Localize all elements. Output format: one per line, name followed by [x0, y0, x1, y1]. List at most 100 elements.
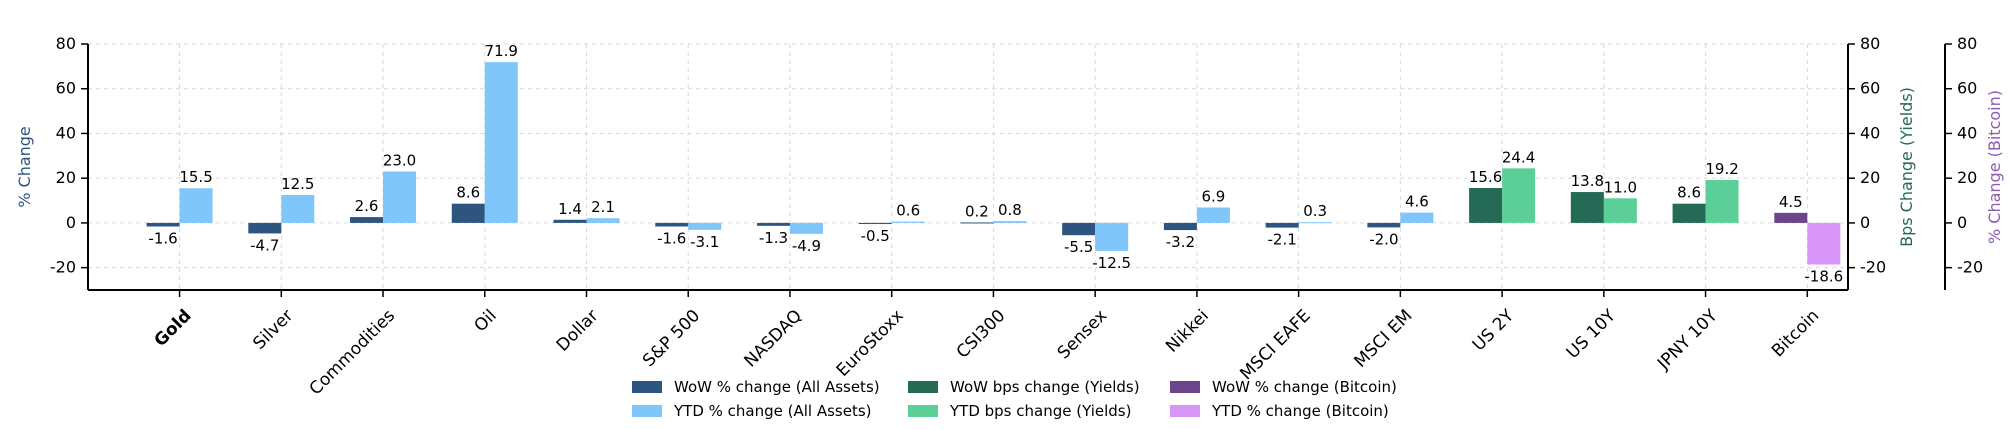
category-label: JPNY 10Y	[1653, 305, 1722, 374]
left-tick-label: 40	[56, 123, 76, 142]
legend-label: YTD % change (Bitcoin)	[1211, 402, 1389, 420]
bar	[858, 222, 892, 225]
bar	[1570, 192, 1604, 223]
right-tick-label-yields: 80	[1860, 34, 1880, 53]
category-label: Nikkei	[1162, 306, 1213, 357]
legend-label: WoW % change (Bitcoin)	[1212, 378, 1397, 396]
right-tick-label-bitcoin: 80	[1957, 34, 1977, 53]
y-axis-label-bitcoin: % Change (Bitcoin)	[1985, 90, 2004, 244]
data-label: 8.6	[1677, 184, 1701, 202]
bar	[1367, 222, 1401, 228]
bar	[1807, 222, 1841, 265]
bar	[1705, 179, 1739, 223]
right-tick-label-yields: 40	[1860, 123, 1880, 142]
bar	[688, 222, 722, 230]
bar	[655, 222, 689, 227]
category-label: MSCI EM	[1351, 306, 1417, 372]
data-label: -1.6	[657, 229, 686, 247]
category-label: Sensex	[1054, 306, 1111, 363]
bar	[350, 217, 384, 223]
right-tick-label-yields: 0	[1860, 213, 1870, 232]
y-axis-label-yields: Bps Change (Yields)	[1897, 87, 1916, 247]
category-label: US 2Y	[1469, 305, 1519, 355]
data-label: -3.2	[1166, 233, 1195, 251]
legend-label: WoW % change (All Assets)	[674, 378, 880, 396]
data-label: -4.9	[792, 237, 821, 255]
category-label: Oil	[470, 306, 500, 336]
bar	[993, 221, 1027, 223]
bar	[484, 62, 518, 223]
bar-labels: -1.6 -4.7 2.6 8.6 1.4 -1.6 -1.3 -0.5 0.2 -5.5 -3.2…	[148, 42, 1843, 285]
right-tick-label-yields: -20	[1860, 258, 1886, 277]
category-label: MSCI EAFE	[1236, 306, 1314, 384]
data-label: -3.1	[690, 233, 719, 251]
bar	[891, 221, 925, 223]
data-label: 2.1	[591, 198, 615, 216]
bar	[179, 188, 213, 223]
data-label: 1.4	[558, 200, 582, 218]
bar	[756, 222, 790, 226]
right-tick-label-yields: 60	[1860, 79, 1880, 98]
data-label: 24.4	[1502, 148, 1535, 166]
bar	[451, 203, 485, 223]
category-label: NASDAQ	[740, 306, 806, 372]
category-label: Dollar	[553, 306, 603, 356]
right-tick-label-bitcoin: 60	[1957, 79, 1977, 98]
right-tick-label-bitcoin: -20	[1957, 258, 1983, 277]
left-tick-label: 60	[56, 79, 76, 98]
left-tick-label: 80	[56, 34, 76, 53]
legend-swatch	[632, 381, 662, 393]
data-label: -0.5	[861, 227, 890, 245]
right-tick-label-bitcoin: 20	[1957, 168, 1977, 187]
bar	[1062, 222, 1096, 236]
data-label: 8.6	[456, 184, 480, 202]
data-label: 11.0	[1604, 178, 1637, 196]
grid	[88, 43, 1848, 290]
bar	[960, 222, 994, 224]
legend-swatch	[632, 405, 662, 417]
data-label: -1.3	[759, 229, 788, 247]
category-label: S&P 500	[639, 306, 704, 371]
left-tick-label: 0	[66, 213, 76, 232]
category-label: Bitcoin	[1768, 306, 1823, 361]
category-label: Commodities	[306, 306, 399, 399]
data-label: 13.8	[1571, 172, 1604, 190]
legend: WoW % change (All Assets) YTD % change (A…	[632, 378, 1397, 420]
data-label: -5.5	[1064, 238, 1093, 256]
bar	[281, 194, 315, 223]
data-label: -12.5	[1092, 254, 1131, 272]
bar	[383, 171, 417, 223]
data-label: -4.7	[250, 236, 279, 254]
bar	[1400, 212, 1434, 223]
bars	[146, 62, 1841, 265]
bar	[1265, 222, 1299, 228]
data-label: 4.5	[1779, 193, 1803, 211]
bar	[1469, 188, 1503, 223]
category-label: Gold	[151, 306, 196, 351]
bar	[1163, 222, 1197, 231]
bar	[553, 219, 587, 223]
legend-label: YTD % change (All Assets)	[673, 402, 872, 420]
data-label: 4.6	[1405, 193, 1429, 211]
left-tick-label: -20	[50, 258, 76, 277]
data-label: 6.9	[1201, 187, 1225, 205]
data-label: 19.2	[1705, 160, 1738, 178]
data-label: 2.6	[355, 197, 379, 215]
data-label: 12.5	[281, 175, 314, 193]
category-label: EuroStoxx	[833, 306, 908, 381]
category-label: US 10Y	[1563, 305, 1620, 362]
bar	[1196, 207, 1230, 223]
bar	[586, 218, 620, 223]
data-label: -1.6	[148, 229, 177, 247]
data-label: 0.6	[896, 202, 920, 220]
right-tick-label-yields: 20	[1860, 168, 1880, 187]
data-label: 23.0	[383, 151, 416, 169]
data-label: -2.0	[1369, 230, 1398, 248]
data-label: 0.8	[998, 201, 1022, 219]
legend-swatch	[908, 381, 938, 393]
y-axis-label-left: % Change	[15, 126, 34, 208]
right-tick-label-bitcoin: 0	[1957, 213, 1967, 232]
data-label: -18.6	[1804, 268, 1843, 286]
bar	[248, 222, 282, 234]
category-label: Silver	[249, 306, 297, 354]
